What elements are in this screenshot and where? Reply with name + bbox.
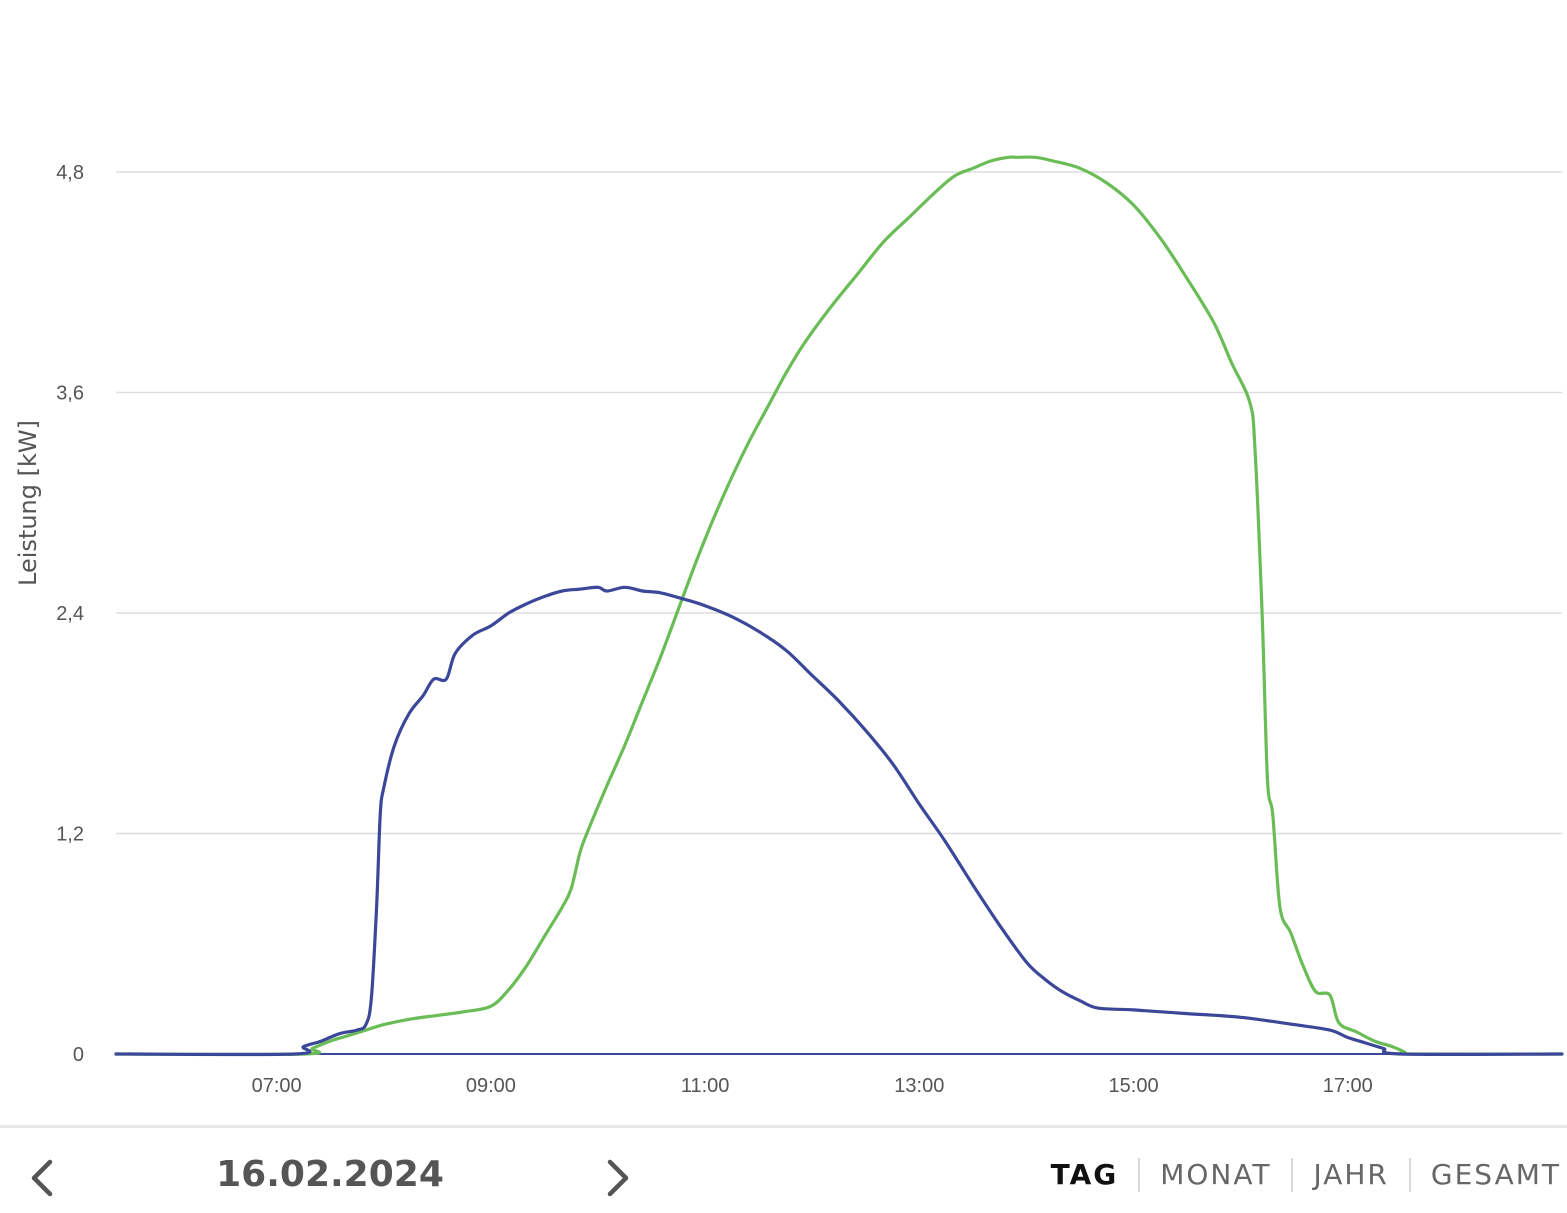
- series-lines: [114, 155, 1564, 1057]
- divider: [0, 1125, 1567, 1128]
- x-tick-label: 09:00: [466, 1075, 516, 1097]
- x-tick-label: 11:00: [681, 1075, 730, 1097]
- series-line-green: [114, 155, 1564, 1056]
- range-tabs: TAG MONAT JAHR GESAMT: [1031, 1158, 1561, 1192]
- y-tick-label: 1,2: [56, 824, 84, 846]
- chevron-left-icon: [31, 1159, 53, 1197]
- y-tick-label: 2,4: [56, 603, 84, 625]
- bottom-bar: 16.02.2024 TAG MONAT JAHR GESAMT: [0, 1128, 1567, 1213]
- chevron-right-icon: [607, 1159, 629, 1197]
- y-tick-label: 4,8: [56, 162, 84, 184]
- power-chart: 0 1,2 2,4 3,6 4,8 07:00 09:00 11:00 13:00 15:00 1…: [14, 155, 1564, 1097]
- x-axis-ticks: 07:00 09:00 11:00 13:00 15:00 17:00: [252, 1075, 1373, 1097]
- y-axis-title: Leistung [kW]: [14, 420, 42, 586]
- y-tick-label: 0: [73, 1044, 84, 1066]
- x-tick-label: 15:00: [1109, 1075, 1159, 1097]
- date-display[interactable]: 16.02.2024: [216, 1154, 444, 1195]
- tab-tag[interactable]: TAG: [1050, 1158, 1119, 1191]
- tab-gesamt[interactable]: GESAMT: [1408, 1158, 1561, 1192]
- y-tick-label: 3,6: [56, 383, 84, 405]
- x-tick-label: 17:00: [1323, 1075, 1373, 1097]
- prev-day-button[interactable]: [22, 1156, 62, 1200]
- series-line-blue: [114, 585, 1564, 1057]
- x-tick-label: 07:00: [252, 1075, 302, 1097]
- tab-monat[interactable]: MONAT: [1138, 1158, 1291, 1192]
- y-axis-ticks: 0 1,2 2,4 3,6 4,8: [56, 162, 84, 1066]
- grid-lines: [116, 171, 1562, 1055]
- tab-jahr[interactable]: JAHR: [1291, 1158, 1408, 1192]
- next-day-button[interactable]: [598, 1156, 638, 1200]
- x-tick-label: 13:00: [894, 1075, 944, 1097]
